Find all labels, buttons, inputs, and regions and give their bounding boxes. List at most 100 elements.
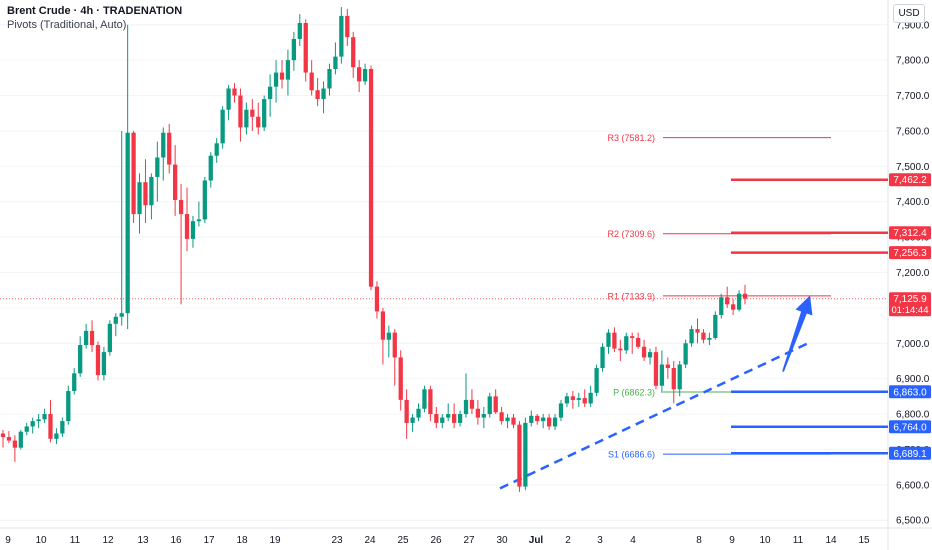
y-tick-label: 7,000.0 — [896, 339, 930, 350]
candle-body — [48, 414, 53, 439]
candle-body — [701, 332, 706, 340]
price-tag — [889, 292, 931, 317]
candle-body — [730, 304, 736, 310]
candle-body — [416, 408, 421, 418]
x-tick-label: 15 — [858, 535, 870, 546]
candle-body — [267, 86, 273, 100]
x-tick-label: 27 — [463, 535, 475, 546]
x-tick-label: 19 — [269, 535, 281, 546]
candle-body — [232, 88, 237, 96]
candle-body — [250, 109, 255, 117]
candle-body — [529, 415, 534, 423]
candle-body — [238, 95, 243, 128]
candle-body — [404, 399, 409, 423]
x-tick-label: 24 — [364, 535, 376, 546]
candle-body — [214, 143, 219, 156]
candle-body — [273, 72, 279, 87]
x-tick-label: 23 — [331, 535, 343, 546]
candle-body — [434, 414, 439, 423]
candle-body — [422, 389, 427, 409]
candle-body — [451, 414, 457, 423]
price-tag — [889, 173, 931, 187]
candle-body — [131, 132, 136, 215]
x-tick-label: 2 — [565, 535, 571, 546]
x-tick-label: 26 — [430, 535, 442, 546]
candle-body — [220, 109, 225, 144]
candle-body — [719, 297, 724, 315]
candle-body — [487, 396, 492, 415]
candle-body — [113, 316, 118, 324]
candle-body — [125, 132, 130, 314]
x-tick-label: 10 — [759, 535, 771, 546]
candle-body — [588, 392, 593, 404]
candle-body — [60, 421, 65, 434]
y-tick-label: 7,500.0 — [896, 162, 930, 173]
candle-body — [475, 408, 481, 418]
candle-body — [535, 415, 540, 422]
candle-body — [291, 38, 297, 61]
pivot-label: P (6862.3) — [613, 388, 655, 398]
candle-body — [149, 176, 154, 206]
y-tick-label: 6,600.0 — [896, 480, 930, 491]
candle-body — [594, 368, 599, 393]
x-tick-label: 8 — [696, 535, 702, 546]
price-tag-value: 7,125.9 — [893, 294, 927, 305]
candle-body — [505, 417, 510, 422]
candle-body — [54, 433, 59, 439]
candle-body — [517, 424, 522, 487]
candle-body — [95, 345, 101, 376]
y-tick-label: 7,400.0 — [896, 197, 930, 208]
candle-body — [362, 69, 368, 82]
candle-body — [24, 426, 29, 432]
x-tick-label: 9 — [5, 535, 11, 546]
price-tag — [889, 420, 931, 434]
candle-body — [262, 99, 267, 128]
candle-body — [119, 313, 124, 317]
x-tick-label: 13 — [137, 535, 149, 546]
candle-body — [297, 23, 302, 39]
indicator-label: Pivots (Traditional, Auto) — [7, 19, 127, 31]
candle-body — [36, 419, 41, 422]
candle-body — [695, 329, 700, 333]
y-tick-label: 7,200.0 — [896, 268, 930, 279]
candle-body — [345, 15, 350, 38]
candle-body — [89, 330, 95, 346]
candle-body — [440, 417, 445, 423]
candle-body — [683, 343, 688, 365]
candle-body — [18, 431, 23, 448]
candle-body — [184, 214, 190, 239]
trendline — [499, 342, 809, 490]
candle-body — [303, 23, 308, 73]
candle-body — [66, 391, 71, 422]
pivot-levels: R3 (7581.2) R2 (7309.6) R1 (7133.9) P (6862… — [0, 133, 888, 460]
price-tag — [889, 385, 931, 399]
candle-body — [321, 88, 326, 100]
candle-body — [612, 332, 617, 349]
candle-body — [173, 164, 178, 200]
pivot-label: R1 (7133.9) — [607, 291, 655, 301]
price-tag — [889, 226, 931, 240]
candle-body — [570, 396, 575, 400]
candle-body — [78, 345, 83, 374]
candle-body — [279, 72, 285, 80]
y-tick-label: 6,800.0 — [896, 410, 930, 421]
currency-button[interactable]: USD — [893, 4, 925, 23]
candle-body — [653, 352, 659, 386]
candle-body — [380, 311, 386, 340]
candle-body — [647, 352, 653, 358]
candle-body — [101, 352, 107, 376]
candle-body — [208, 155, 213, 181]
x-tick-label: Jul — [529, 535, 544, 546]
pivot-label: S1 (6686.6) — [608, 450, 655, 460]
candle-body — [641, 346, 647, 358]
candle-body — [659, 364, 665, 386]
x-tick-label: 12 — [102, 535, 114, 546]
arrow-up-icon — [782, 295, 813, 372]
candle-body — [665, 364, 670, 369]
y-tick-label: 7,700.0 — [896, 91, 930, 102]
candle-body — [541, 417, 546, 422]
candle-body — [499, 412, 504, 422]
x-tick-label: 3 — [597, 535, 603, 546]
candle-body — [736, 293, 742, 310]
